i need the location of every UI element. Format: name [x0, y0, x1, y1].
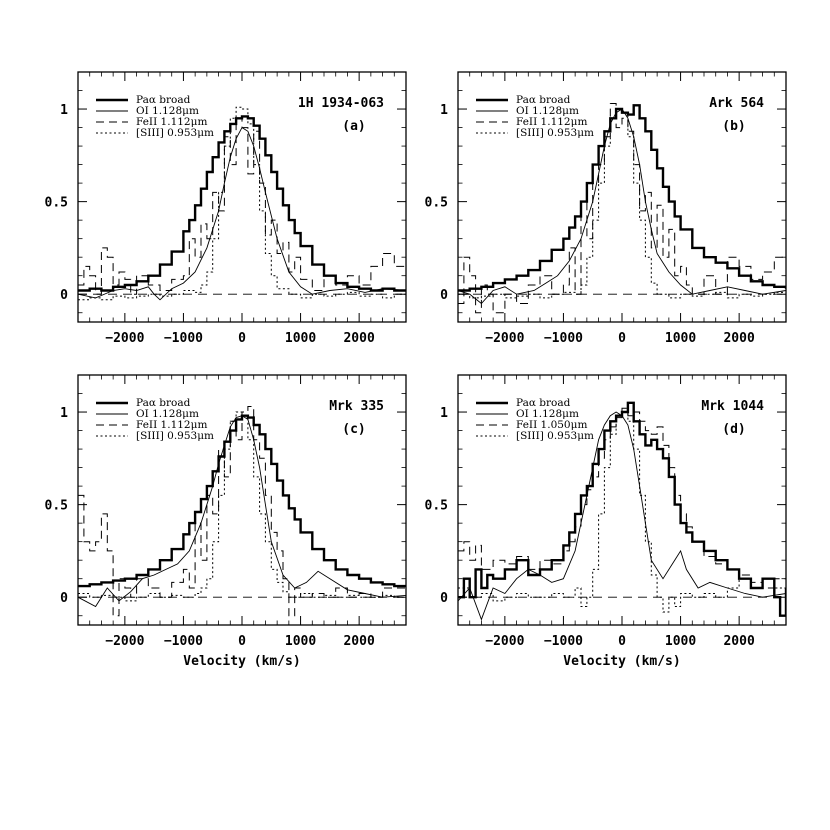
x-axis-label: Velocity (km/s): [563, 654, 680, 669]
legend-label: [SIII] 0.953μm: [516, 430, 594, 442]
legend-label: [SIII] 0.953μm: [516, 127, 594, 139]
x-tick-label: 1000: [285, 331, 316, 346]
object-name: Ark 564: [709, 96, 764, 111]
series-3-line: [458, 407, 786, 589]
plot-area: [78, 106, 406, 301]
y-tick-label: 0: [60, 591, 68, 606]
series-1-line: [78, 414, 406, 588]
x-tick-label: −2000: [485, 634, 524, 649]
x-axis-label: Velocity (km/s): [183, 654, 300, 669]
x-tick-label: −1000: [164, 634, 203, 649]
x-tick-label: −1000: [544, 331, 583, 346]
y-tick-label: 0.5: [425, 499, 448, 514]
legend-label: OI 1.128μm: [516, 105, 579, 117]
legend-label: OI 1.128μm: [516, 408, 579, 420]
x-tick-label: 0: [238, 634, 246, 649]
x-tick-label: −2000: [105, 634, 144, 649]
x-tick-label: 0: [238, 331, 246, 346]
x-tick-label: 2000: [723, 634, 754, 649]
series-4-line: [78, 106, 406, 301]
x-tick-label: 1000: [665, 331, 696, 346]
y-tick-label: 1: [60, 103, 68, 118]
series-4-line: [458, 108, 786, 299]
plot-area: [458, 103, 786, 314]
y-tick-label: 1: [440, 103, 448, 118]
x-tick-label: 1000: [285, 634, 316, 649]
y-tick-label: 0: [440, 288, 448, 303]
series-1-line: [78, 115, 406, 292]
x-tick-label: −1000: [544, 634, 583, 649]
y-tick-label: 1: [440, 406, 448, 421]
legend-label: [SIII] 0.953μm: [136, 127, 214, 139]
y-tick-label: 0.5: [45, 499, 68, 514]
legend-label: OI 1.128μm: [136, 105, 199, 117]
panel-id: (a): [342, 119, 365, 134]
y-tick-label: 0.5: [45, 196, 68, 211]
series-2-line: [458, 108, 786, 305]
object-name: Mrk 1044: [701, 399, 764, 414]
x-tick-label: −2000: [105, 331, 144, 346]
x-tick-label: 1000: [665, 634, 696, 649]
plot-area: [78, 406, 406, 617]
object-name: Mrk 335: [329, 399, 384, 414]
legend-label: FeII 1.050μm: [516, 419, 587, 431]
legend-label: [SIII] 0.953μm: [136, 430, 214, 442]
series-3-line: [78, 117, 406, 295]
x-tick-label: 0: [618, 634, 626, 649]
legend-label: Paα broad: [136, 94, 191, 106]
series-3-line: [458, 103, 786, 314]
y-tick-label: 0.5: [425, 196, 448, 211]
series-2-line: [458, 411, 786, 621]
legend-label: FeII 1.112μm: [136, 116, 207, 128]
x-tick-label: 2000: [723, 331, 754, 346]
legend-label: OI 1.128μm: [136, 408, 199, 420]
x-tick-label: 2000: [343, 634, 374, 649]
y-tick-label: 0: [60, 288, 68, 303]
series-4-line: [458, 411, 786, 613]
x-tick-label: −2000: [485, 331, 524, 346]
x-tick-label: −1000: [164, 331, 203, 346]
y-tick-label: 1: [60, 406, 68, 421]
panel-id: (d): [722, 422, 745, 437]
x-tick-label: 0: [618, 331, 626, 346]
series-3-line: [78, 406, 406, 617]
plot-area: [458, 401, 786, 621]
series-4-line: [78, 411, 406, 602]
object-name: 1H 1934-063: [298, 96, 384, 111]
x-tick-label: 2000: [343, 331, 374, 346]
panel-id: (c): [342, 422, 365, 437]
y-tick-label: 0: [440, 591, 448, 606]
legend-label: Paα broad: [136, 397, 191, 409]
legend-label: Paα broad: [516, 94, 571, 106]
legend-label: Paα broad: [516, 397, 571, 409]
legend-label: FeII 1.112μm: [136, 419, 207, 431]
legend-label: FeII 1.112μm: [516, 116, 587, 128]
series-2-line: [78, 126, 406, 301]
panel-id: (b): [722, 119, 745, 134]
